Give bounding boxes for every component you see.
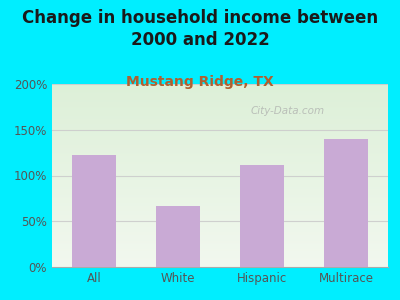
Text: City-Data.com: City-Data.com [250,106,324,116]
Bar [156,206,200,267]
Text: Change in household income between
2000 and 2022: Change in household income between 2000 … [22,9,378,49]
Text: Mustang Ridge, TX: Mustang Ridge, TX [126,75,274,89]
Bar [324,139,368,267]
Bar [240,164,284,267]
Bar [72,155,116,267]
